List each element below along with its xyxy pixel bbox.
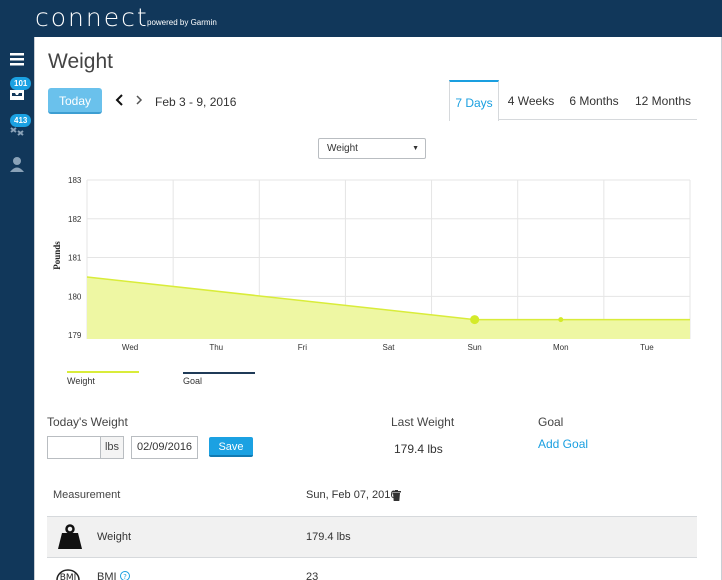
y-axis-label: Pounds — [52, 241, 62, 270]
sidebar-connections[interactable]: 413 — [0, 113, 34, 143]
chevron-left-icon — [115, 94, 123, 106]
trash-icon[interactable] — [392, 490, 401, 501]
weight-point-sun — [470, 315, 480, 325]
legend-weight-label: Weight — [67, 376, 95, 386]
measurement-weight-label: Weight — [97, 531, 132, 543]
inbox-badge: 101 — [10, 77, 32, 90]
x-tick-label: Mon — [553, 343, 569, 352]
save-button[interactable]: Save — [209, 437, 253, 457]
help-icon[interactable]: ? — [120, 571, 130, 580]
tabs-divider — [449, 119, 697, 120]
connections-icon — [10, 127, 24, 136]
svg-text:BMI: BMI — [60, 573, 77, 580]
weight-chart: 183 182 181 180 179 Wed Thu Fri Sat Sun Mon Tue Poun… — [52, 176, 691, 352]
today-button[interactable]: Today — [48, 88, 102, 114]
weight-input[interactable] — [47, 436, 101, 459]
tab-12-months[interactable]: 12 Months — [634, 94, 692, 108]
connections-badge: 413 — [10, 114, 32, 127]
sidebar-menu[interactable] — [0, 43, 34, 73]
bmi-icon: BMI — [56, 569, 80, 580]
measurement-weight-value: 179.4 lbs — [306, 531, 351, 543]
add-goal-link[interactable]: Add Goal — [538, 437, 589, 451]
y-tick-label: 182 — [68, 215, 82, 224]
metric-select[interactable]: Weight ▼ — [318, 138, 426, 159]
x-tick-label: Fri — [298, 343, 308, 352]
next-week-button[interactable] — [132, 92, 146, 108]
sidebar: 101 413 — [0, 37, 34, 580]
top-bar: connect powered by Garmin — [0, 0, 722, 37]
measurement-bmi-label: BMI — [97, 571, 117, 580]
sidebar-profile[interactable] — [0, 150, 34, 180]
measurement-header: Measurement — [53, 489, 121, 501]
tab-4-weeks[interactable]: 4 Weeks — [507, 94, 555, 108]
weight-point-mon — [558, 317, 564, 323]
x-tick-label: Thu — [209, 343, 223, 352]
x-tick-label: Wed — [122, 343, 138, 352]
goal-label: Goal — [538, 415, 564, 429]
date-range-label: Feb 3 - 9, 2016 — [155, 95, 237, 109]
tab-6-months[interactable]: 6 Months — [569, 94, 619, 108]
measurement-row-weight: Weight 179.4 lbs — [47, 517, 697, 557]
prev-week-button[interactable] — [113, 92, 127, 108]
logo-subtitle: powered by Garmin — [147, 18, 217, 27]
menu-icon — [10, 53, 24, 66]
x-tick-label: Sat — [382, 343, 395, 352]
y-tick-label: 181 — [68, 254, 82, 263]
todays-weight-label: Today's Weight — [47, 415, 128, 429]
measurement-divider-top — [47, 516, 697, 517]
weight-icon — [58, 524, 82, 549]
chevron-right-icon — [136, 95, 143, 105]
garmin-connect-logo[interactable]: connect — [35, 3, 149, 32]
measurement-divider-bottom — [47, 557, 697, 558]
measurement-date: Sun, Feb 07, 2016 — [306, 489, 397, 501]
legend-goal-label: Goal — [183, 376, 203, 386]
sidebar-inbox[interactable]: 101 — [0, 77, 34, 107]
weight-unit: lbs — [100, 436, 124, 459]
x-tick-label: Tue — [640, 343, 654, 352]
legend-weight-swatch — [67, 371, 139, 373]
measurement-bmi-value: 23 — [306, 571, 319, 580]
x-tick-label: Sun — [468, 343, 482, 352]
tab-7-days[interactable]: 7 Days — [449, 80, 499, 121]
y-tick-label: 183 — [68, 176, 82, 185]
inbox-icon — [10, 90, 24, 100]
metric-select-value: Weight — [327, 143, 358, 154]
y-tick-label: 180 — [68, 292, 82, 301]
legend-goal-swatch — [183, 372, 255, 374]
last-weight-value: 179.4 lbs — [394, 442, 443, 456]
caret-down-icon: ▼ — [412, 145, 419, 152]
date-input[interactable]: 02/09/2016 — [131, 436, 198, 459]
y-tick-label: 179 — [68, 331, 82, 340]
user-icon — [10, 157, 24, 172]
weight-area — [87, 276, 690, 339]
svg-text:?: ? — [123, 573, 127, 580]
bmi-row: BMI — [55, 568, 81, 580]
page-title: Weight — [48, 50, 113, 73]
last-weight-label: Last Weight — [391, 415, 455, 429]
